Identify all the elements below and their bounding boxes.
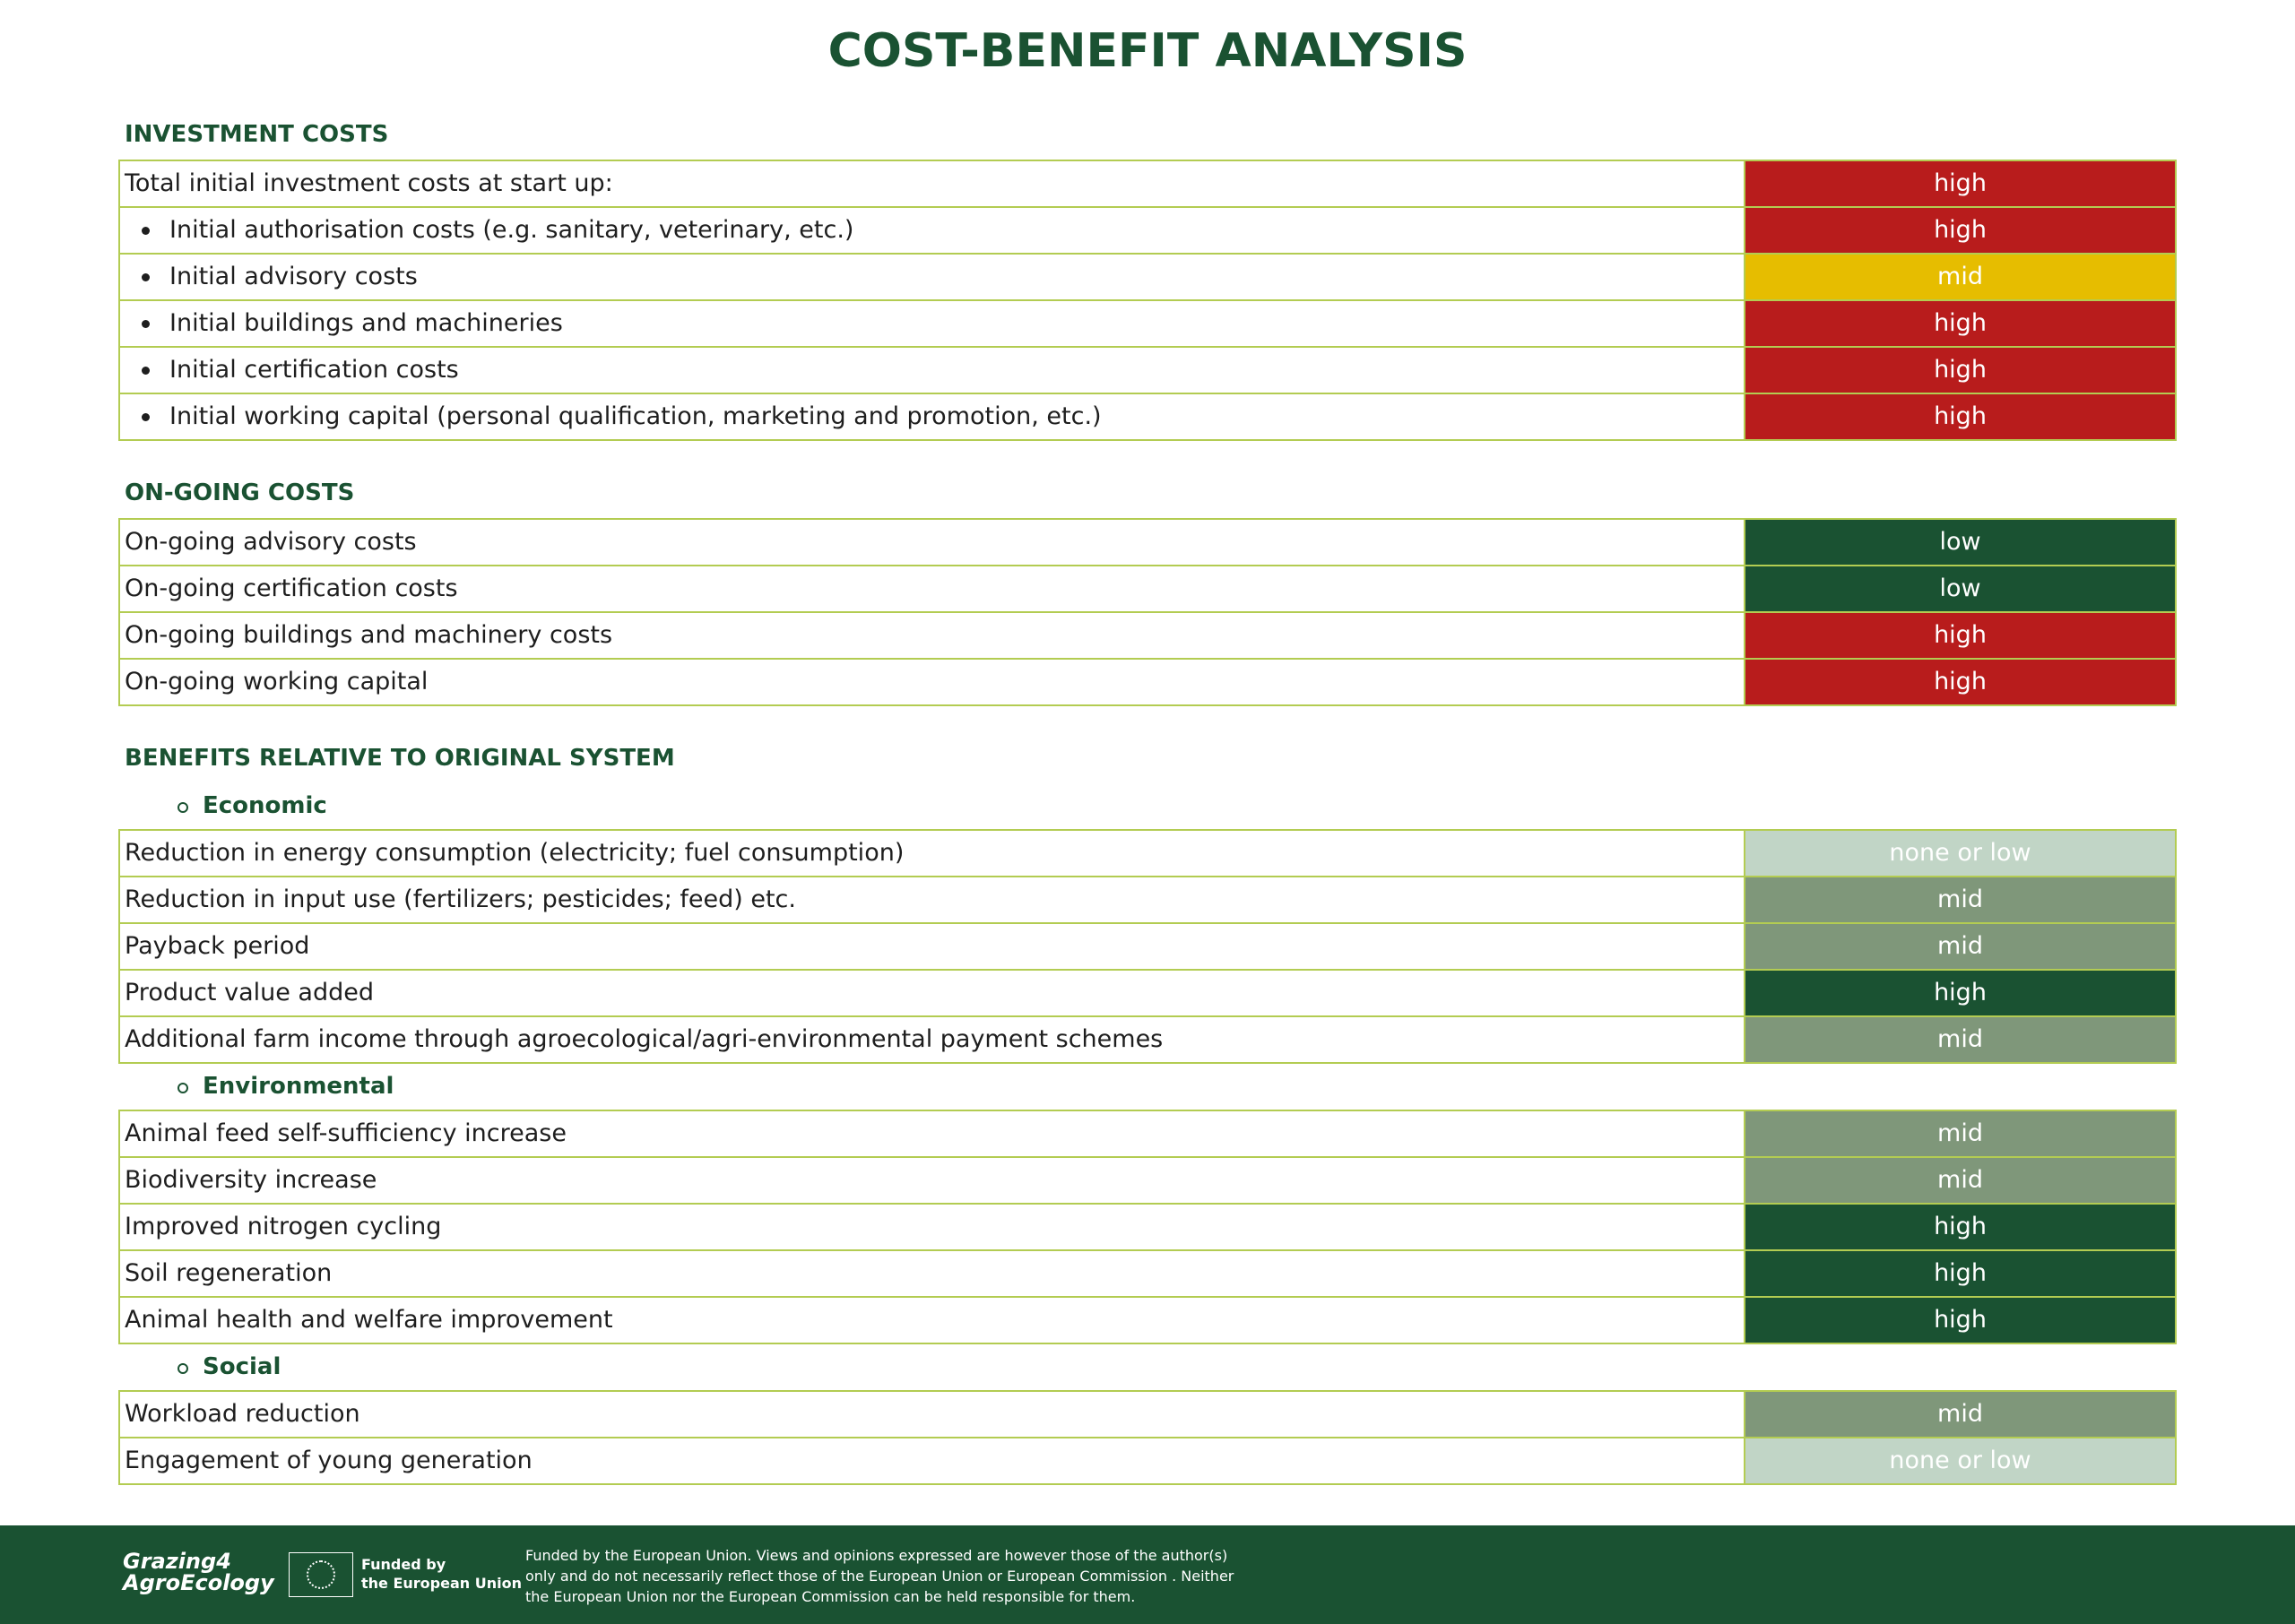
disclaimer-line: only and do not necessarily reflect thos… [525,1568,1234,1585]
row-label: Soil regeneration [120,1251,1745,1296]
group-heading: Economic [118,783,2177,829]
table-row: Animal feed self-sufficiency increase mid [120,1111,2177,1158]
row-label: Initial buildings and machineries [120,301,1745,346]
group-heading: Environmental [118,1064,2177,1110]
table-row: Engagement of young generation none or lo… [120,1438,2177,1485]
table-row: Initial buildings and machineries high [120,301,2177,348]
disclaimer-line: Funded by the European Union. Views and … [525,1547,1228,1564]
table-row: Initial certification costs high [120,348,2177,394]
table-row: Workload reduction mid [120,1392,2177,1438]
row-label: Reduction in energy consumption (electri… [120,831,1745,876]
row-label: Reduction in input use (fertilizers; pes… [120,877,1745,922]
disclaimer-line: the European Union nor the European Comm… [525,1588,1136,1605]
section-heading: INVESTMENT COSTS [125,121,389,148]
row-label: On-going certification costs [120,566,1745,611]
rating-cell: none or low [1745,831,2177,876]
section-heading: BENEFITS RELATIVE TO ORIGINAL SYSTEM [125,745,675,772]
content: COST-BENEFIT ANALYSIS INVESTMENT COSTS Tot… [118,0,2177,1485]
row-label: Improved nitrogen cycling [120,1205,1745,1249]
rating-cell: mid [1745,1111,2177,1156]
row-label: Payback period [120,924,1745,969]
table-row: Biodiversity increase mid [120,1158,2177,1205]
row-label: Total initial investment costs at start … [120,161,1745,206]
disclaimer: Funded by the European Union. Views and … [525,1545,1234,1607]
rating-cell: high [1745,660,2177,704]
table: On-going advisory costs low On-going certi… [118,518,2177,706]
rating-cell: mid [1745,255,2177,299]
table-row: Additional farm income through agroecolo… [120,1017,2177,1064]
table-row: On-going buildings and machinery costs hi… [120,613,2177,660]
eu-flag [289,1552,353,1597]
row-label: Additional farm income through agroecolo… [120,1017,1745,1062]
table: Workload reduction mid Engagement of young… [118,1390,2177,1485]
page-title: COST-BENEFIT ANALYSIS [827,24,1468,78]
row-label: Initial authorisation costs (e.g. sanita… [120,208,1745,253]
rating-cell: high [1745,1298,2177,1343]
rating-cell: mid [1745,1392,2177,1437]
row-label: On-going advisory costs [120,520,1745,565]
eu-text: Funded by [361,1556,446,1573]
rating-cell: high [1745,1205,2177,1249]
row-label: Animal health and welfare improvement [120,1298,1745,1343]
row-label: Workload reduction [120,1392,1745,1437]
group-heading: Social [118,1344,2177,1390]
section-heading: ON-GOING COSTS [125,479,355,506]
table-row: Initial working capital (personal qualif… [120,394,2177,441]
table-row: Reduction in input use (fertilizers; pes… [120,877,2177,924]
logo-text: Grazing4 [123,1549,231,1574]
table-row: Payback period mid [120,924,2177,971]
rating-cell: high [1745,208,2177,253]
table-row: Soil regeneration high [120,1251,2177,1298]
logo-text: AgroEcology [123,1570,274,1595]
row-label: Initial certification costs [120,348,1745,393]
rating-cell: high [1745,971,2177,1015]
table: Animal feed self-sufficiency increase mid… [118,1110,2177,1344]
table-row: Reduction in energy consumption (electri… [120,831,2177,877]
rating-cell: high [1745,161,2177,206]
row-label: Engagement of young generation [120,1438,1745,1483]
footer: Grazing4 AgroEcology Funded by the European… [0,1525,2295,1624]
table-row: On-going certification costs low [120,566,2177,613]
table-row: Animal health and welfare improvement hig… [120,1298,2177,1344]
table-row: Initial advisory costs mid [120,255,2177,301]
rating-cell: high [1745,301,2177,346]
row-label: Initial advisory costs [120,255,1745,299]
eu-text: the European Union [361,1575,522,1592]
table-row: On-going advisory costs low [120,520,2177,566]
table-row: On-going working capital high [120,660,2177,706]
logo: Grazing4 AgroEcology [123,1551,274,1594]
rating-cell: mid [1745,1158,2177,1203]
table-row: Initial authorisation costs (e.g. sanita… [120,208,2177,255]
row-label: Biodiversity increase [120,1158,1745,1203]
eu-label: Funded by the European Union [361,1555,522,1593]
rating-cell: high [1745,613,2177,658]
rating-cell: high [1745,394,2177,439]
table-row: Total initial investment costs at start … [120,161,2177,208]
row-label: On-going working capital [120,660,1745,704]
rating-cell: low [1745,520,2177,565]
row-label: On-going buildings and machinery costs [120,613,1745,658]
rating-cell: high [1745,348,2177,393]
rating-cell: high [1745,1251,2177,1296]
row-label: Animal feed self-sufficiency increase [120,1111,1745,1156]
table-row: Improved nitrogen cycling high [120,1205,2177,1251]
row-label: Initial working capital (personal qualif… [120,394,1745,439]
row-label: Product value added [120,971,1745,1015]
table-row: Product value added high [120,971,2177,1017]
rating-cell: mid [1745,924,2177,969]
rating-cell: none or low [1745,1438,2177,1483]
table: Reduction in energy consumption (electri… [118,829,2177,1064]
rating-cell: low [1745,566,2177,611]
table: Total initial investment costs at start … [118,160,2177,441]
rating-cell: mid [1745,877,2177,922]
rating-cell: mid [1745,1017,2177,1062]
